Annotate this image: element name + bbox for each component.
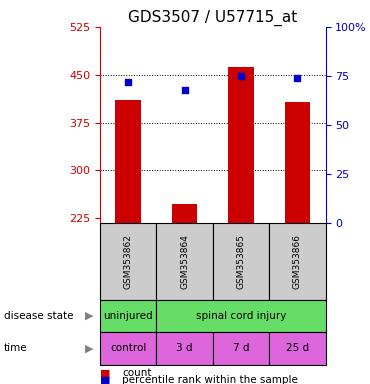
Text: disease state: disease state — [4, 311, 73, 321]
Text: ▶: ▶ — [85, 343, 94, 354]
FancyBboxPatch shape — [213, 223, 269, 300]
Text: uninjured: uninjured — [103, 311, 153, 321]
Text: GSM353866: GSM353866 — [293, 233, 302, 289]
Text: count: count — [122, 368, 152, 378]
Text: GSM353865: GSM353865 — [236, 233, 245, 289]
Text: percentile rank within the sample: percentile rank within the sample — [122, 375, 298, 384]
FancyBboxPatch shape — [157, 332, 213, 365]
Text: GSM353862: GSM353862 — [124, 234, 132, 288]
Point — [125, 79, 131, 85]
Bar — [172, 204, 197, 223]
Text: GSM353864: GSM353864 — [180, 234, 189, 288]
FancyBboxPatch shape — [269, 332, 326, 365]
Text: ■: ■ — [100, 368, 110, 378]
Point — [182, 86, 188, 93]
Text: control: control — [110, 343, 146, 354]
Point — [295, 75, 300, 81]
Text: 3 d: 3 d — [176, 343, 193, 354]
FancyBboxPatch shape — [213, 332, 269, 365]
Text: 7 d: 7 d — [233, 343, 249, 354]
FancyBboxPatch shape — [157, 300, 326, 332]
FancyBboxPatch shape — [157, 223, 213, 300]
Text: spinal cord injury: spinal cord injury — [196, 311, 286, 321]
Bar — [228, 67, 254, 223]
Bar — [285, 101, 310, 223]
Point — [238, 73, 244, 79]
Title: GDS3507 / U57715_at: GDS3507 / U57715_at — [128, 9, 297, 25]
FancyBboxPatch shape — [100, 223, 157, 300]
FancyBboxPatch shape — [100, 300, 157, 332]
Bar — [115, 100, 141, 223]
Text: time: time — [4, 343, 27, 354]
Text: 25 d: 25 d — [286, 343, 309, 354]
Text: ▶: ▶ — [85, 311, 94, 321]
FancyBboxPatch shape — [269, 223, 326, 300]
Text: ■: ■ — [100, 375, 110, 384]
FancyBboxPatch shape — [100, 332, 157, 365]
